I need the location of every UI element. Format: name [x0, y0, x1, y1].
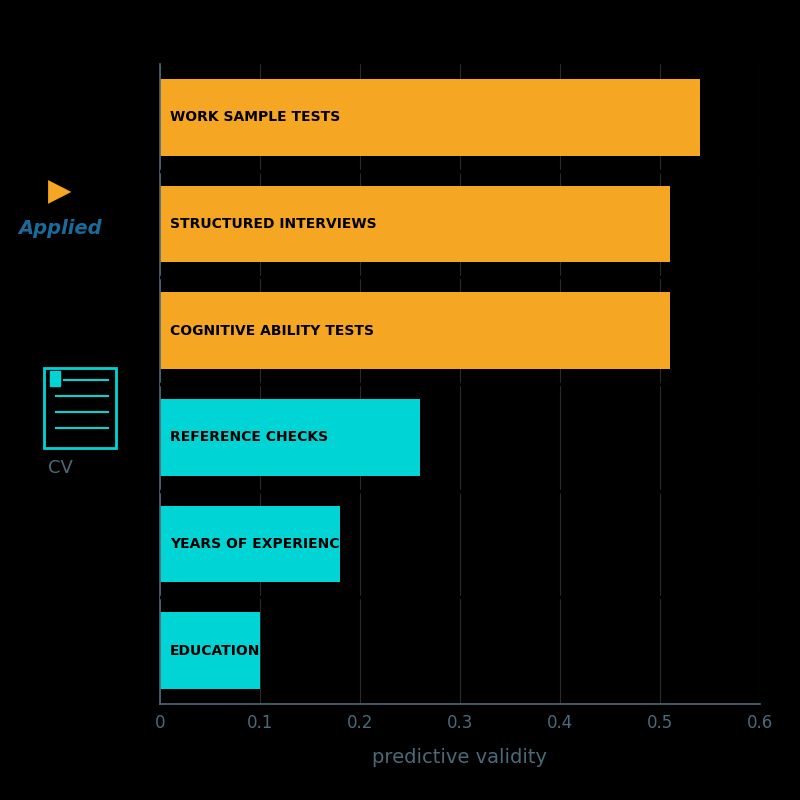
Bar — [160, 399, 420, 476]
Bar — [160, 612, 260, 689]
Bar — [160, 506, 340, 582]
Text: REFERENCE CHECKS: REFERENCE CHECKS — [170, 430, 328, 444]
Text: COGNITIVE ABILITY TESTS: COGNITIVE ABILITY TESTS — [170, 324, 374, 338]
Text: WORK SAMPLE TESTS: WORK SAMPLE TESTS — [170, 110, 340, 124]
Bar — [160, 292, 670, 369]
Text: CV: CV — [47, 459, 73, 477]
X-axis label: predictive validity: predictive validity — [373, 748, 547, 767]
Text: ▶: ▶ — [48, 178, 72, 206]
Text: Applied: Applied — [18, 218, 102, 238]
Bar — [160, 186, 670, 262]
Text: EDUCATION: EDUCATION — [170, 644, 260, 658]
Text: YEARS OF EXPERIENCE: YEARS OF EXPERIENCE — [170, 537, 349, 551]
Bar — [160, 79, 700, 156]
Text: STRUCTURED INTERVIEWS: STRUCTURED INTERVIEWS — [170, 217, 377, 231]
